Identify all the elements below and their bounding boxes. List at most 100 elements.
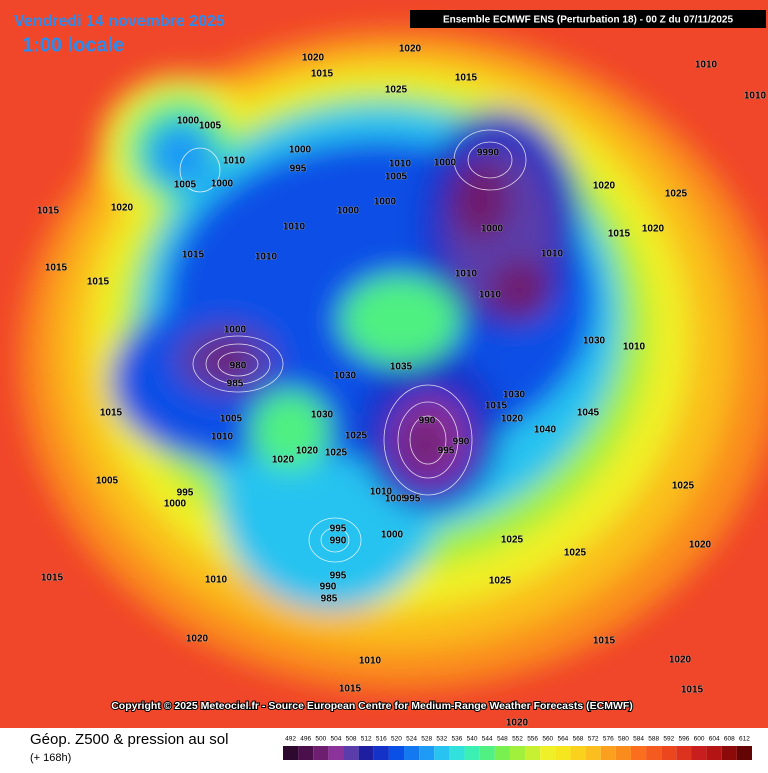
colorbar-label: 536 <box>452 736 463 743</box>
colorbar-cell <box>419 746 435 760</box>
colorbar-cell <box>509 746 526 760</box>
pressure-label: 985 <box>227 379 244 390</box>
colorbar-label: 588 <box>648 736 659 743</box>
colorbar-label: 540 <box>467 736 478 743</box>
pressure-label: 1010 <box>455 269 478 280</box>
pressure-label: 1020 <box>111 203 134 214</box>
pressure-label: 1005 <box>199 121 222 132</box>
pressure-label: 1015 <box>41 573 64 584</box>
pressure-label: 1040 <box>534 425 557 436</box>
pressure-label: 1025 <box>501 535 524 546</box>
pressure-label: 995 <box>177 488 194 499</box>
colorbar-label: 592 <box>663 736 674 743</box>
pressure-label: 1015 <box>37 206 60 217</box>
pressure-label: 1030 <box>503 390 526 401</box>
pressure-label: 1020 <box>302 53 325 64</box>
pressure-label: 1025 <box>564 548 587 559</box>
colorbar-label: 496 <box>300 736 311 743</box>
pressure-label: 1000 <box>337 206 360 217</box>
colorbar-cell <box>721 746 737 760</box>
pressure-label: 1000 <box>211 179 234 190</box>
colorbar-cell <box>736 746 752 760</box>
colorbar-cell <box>661 746 677 760</box>
colorbar-cell <box>630 746 647 760</box>
pressure-label: 1025 <box>489 576 512 587</box>
pressure-label: 1010 <box>695 60 718 71</box>
colorbar-label: 504 <box>331 736 342 743</box>
pressure-label: 995 <box>404 494 421 505</box>
colorbar-label: 548 <box>497 736 508 743</box>
pressure-label: 1015 <box>339 684 362 695</box>
pressure-label: 1005 <box>220 414 243 425</box>
pressure-label: 1005 <box>96 476 119 487</box>
pressure-label: 1010 <box>389 159 412 170</box>
colorbar-label: 516 <box>376 736 387 743</box>
pressure-label: 985 <box>321 594 338 605</box>
pressure-label: 1010 <box>370 487 393 498</box>
pressure-label: 1025 <box>665 189 688 200</box>
colorbar-label: 608 <box>724 736 735 743</box>
pressure-label: 1020 <box>399 44 422 55</box>
colorbar-cell <box>298 746 314 760</box>
colorbar-cell <box>615 746 631 760</box>
pressure-label: 1010 <box>283 222 306 233</box>
colorbar-label: 508 <box>346 736 357 743</box>
isobars <box>179 129 527 563</box>
pressure-label: 1025 <box>385 85 408 96</box>
pressure-label: 1030 <box>311 410 334 421</box>
pressure-label: 1030 <box>583 336 606 347</box>
colorbar-label: 572 <box>588 736 599 743</box>
pressure-label: 990 <box>320 582 337 593</box>
pressure-label: 1010 <box>223 156 246 167</box>
colorbar-cell <box>388 746 405 760</box>
colorbar-cell <box>494 746 510 760</box>
colorbar: 492 496 500 504 508 512 516 520 524 528 532 536 540 5… <box>283 736 752 760</box>
colorbar-cell <box>343 746 359 760</box>
colorbar-cell <box>555 746 571 760</box>
colorbar-cell <box>283 746 299 760</box>
colorbar-label: 580 <box>618 736 629 743</box>
pressure-label: 9990 <box>477 148 500 159</box>
pressure-label: 1020 <box>669 655 692 666</box>
pressure-label: 1015 <box>485 401 508 412</box>
pressure-label: 1010 <box>255 252 278 263</box>
pressure-label: 1005 <box>385 494 408 505</box>
colorbar-label: 600 <box>694 736 705 743</box>
colorbar-label: 568 <box>573 736 584 743</box>
pressure-label: 995 <box>330 571 347 582</box>
pressure-label: 1025 <box>672 481 695 492</box>
pressure-label: 1015 <box>100 408 123 419</box>
pressure-label: 1000 <box>434 158 457 169</box>
colorbar-cell <box>373 746 389 760</box>
colorbar-cell <box>676 746 692 760</box>
colorbar-cell <box>691 746 707 760</box>
colorbar-label: 524 <box>406 736 417 743</box>
colorbar-label: 564 <box>557 736 568 743</box>
pressure-label: 1000 <box>381 530 404 541</box>
pressure-label: 990 <box>453 437 470 448</box>
colorbar-cell <box>434 746 450 760</box>
colorbar-cell <box>358 746 374 760</box>
colorbar-label: 556 <box>527 736 538 743</box>
pressure-label: 1030 <box>334 371 357 382</box>
colorbar-cell <box>464 746 480 760</box>
pressure-label: 1020 <box>593 181 616 192</box>
pressure-label: 1000 <box>481 224 504 235</box>
pressure-label: 1010 <box>211 432 234 443</box>
colorbar-cell <box>570 746 586 760</box>
pressure-label: 1020 <box>186 634 209 645</box>
pressure-label: 1000 <box>374 197 397 208</box>
colorbar-cell <box>328 746 344 760</box>
colorbar-cell <box>449 746 465 760</box>
pressure-label: 1020 <box>689 540 712 551</box>
lead-time: (+ 168h) <box>30 752 71 764</box>
pressure-label: 995 <box>330 524 347 535</box>
run-info: Ensemble ECMWF ENS (Perturbation 18) - 0… <box>443 15 734 26</box>
colorbar-cell <box>540 746 556 760</box>
local-time: 1:00 locale <box>22 34 124 56</box>
pressure-label: 1025 <box>345 431 368 442</box>
colorbar-cell <box>646 746 662 760</box>
pressure-label: 1000 <box>164 499 187 510</box>
pressure-label: 1015 <box>87 277 110 288</box>
